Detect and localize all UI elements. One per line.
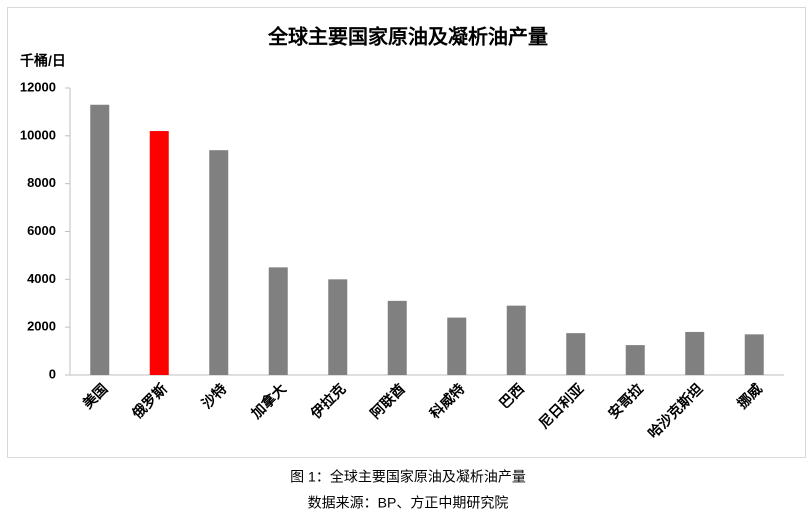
chart-frame xyxy=(7,7,806,458)
chart-title: 全球主要国家原油及凝析油产量 xyxy=(267,24,548,48)
y-tick-label: 12000 xyxy=(20,79,56,94)
y-tick-label: 6000 xyxy=(27,223,56,238)
bar xyxy=(685,331,705,375)
y-tick-label: 2000 xyxy=(27,319,56,334)
bar xyxy=(149,131,169,375)
figure-caption: 图 1：全球主要国家原油及凝析油产量 xyxy=(290,469,526,485)
bar xyxy=(209,150,229,375)
bar xyxy=(566,333,586,375)
y-tick-label: 0 xyxy=(49,366,56,381)
bar xyxy=(447,317,467,375)
y-tick-label: 8000 xyxy=(27,175,56,190)
y-tick-label: 4000 xyxy=(27,271,56,286)
bar xyxy=(90,104,110,375)
source-caption: 数据来源：BP、方正中期研究院 xyxy=(308,495,509,511)
bar xyxy=(506,305,526,375)
bar xyxy=(268,267,288,375)
bar xyxy=(744,334,764,375)
bar xyxy=(328,279,348,375)
y-axis-label: 千桶/日 xyxy=(20,53,66,69)
y-tick-label: 10000 xyxy=(20,127,56,142)
bar xyxy=(625,345,645,375)
bar xyxy=(387,300,407,375)
